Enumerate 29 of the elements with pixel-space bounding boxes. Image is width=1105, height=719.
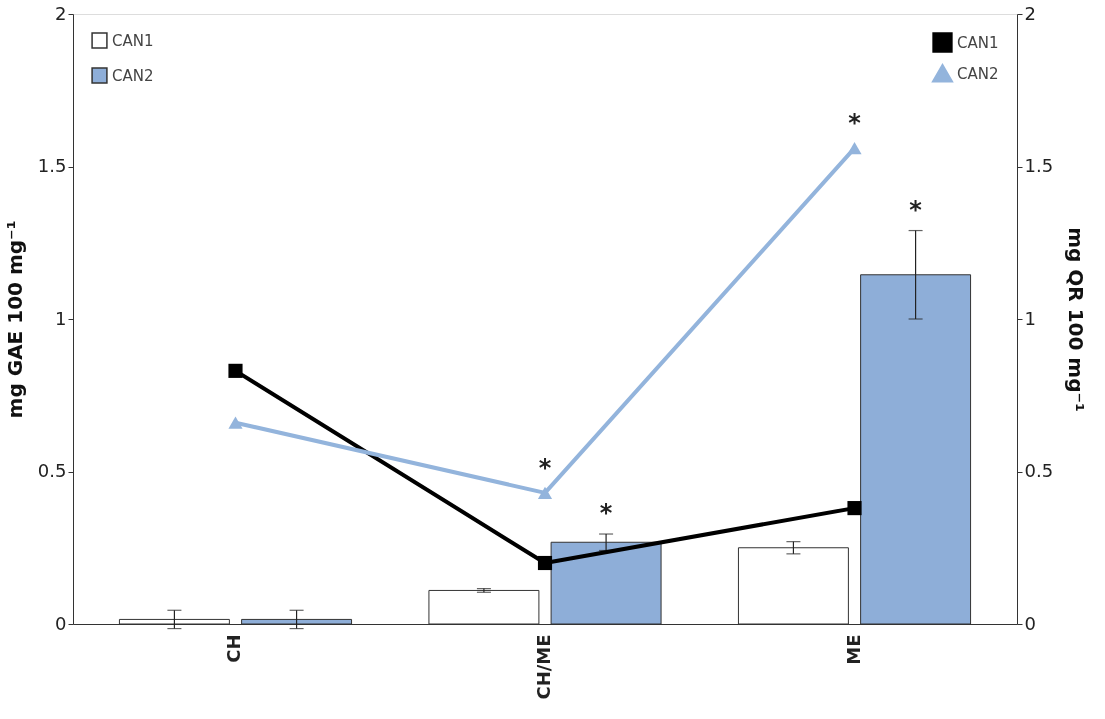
legend-label: CAN1 — [112, 31, 154, 50]
point — [847, 501, 862, 516]
data-label: * — [848, 109, 862, 138]
y-tick-label: 0 — [55, 612, 67, 634]
point — [228, 416, 243, 429]
x-tick-label: CH — [223, 634, 245, 663]
legend-label: CAN1 — [957, 33, 999, 52]
y2-tick-label: 1 — [1024, 307, 1036, 329]
y-tick-label: 1 — [55, 307, 67, 329]
point — [228, 363, 243, 378]
point — [847, 142, 862, 155]
y2-tick-label: 0.5 — [1024, 460, 1054, 481]
y2-tick-label: 2 — [1024, 2, 1036, 24]
data-label: * — [909, 195, 923, 224]
legend-label: CAN2 — [112, 66, 154, 85]
y2-tick-label: 0 — [1024, 612, 1036, 634]
y-tick-label: 1.5 — [37, 155, 67, 176]
data-label: * — [538, 453, 552, 482]
legend-label: CAN2 — [957, 64, 999, 83]
x-tick-label: ME — [842, 634, 864, 665]
y2-tick-label: 1.5 — [1024, 155, 1054, 176]
point — [537, 486, 553, 499]
data-label: * — [599, 499, 613, 528]
y2-axis-title: mg QR 100 mg⁻¹ — [1064, 227, 1089, 412]
y-tick-label: 2 — [55, 2, 67, 24]
x-tick-label: CH/ME — [533, 634, 554, 700]
y-tick-label: 0.5 — [37, 460, 67, 481]
y-axis-title: mg GAE 100 mg⁻¹ — [2, 220, 27, 419]
point — [537, 555, 553, 571]
